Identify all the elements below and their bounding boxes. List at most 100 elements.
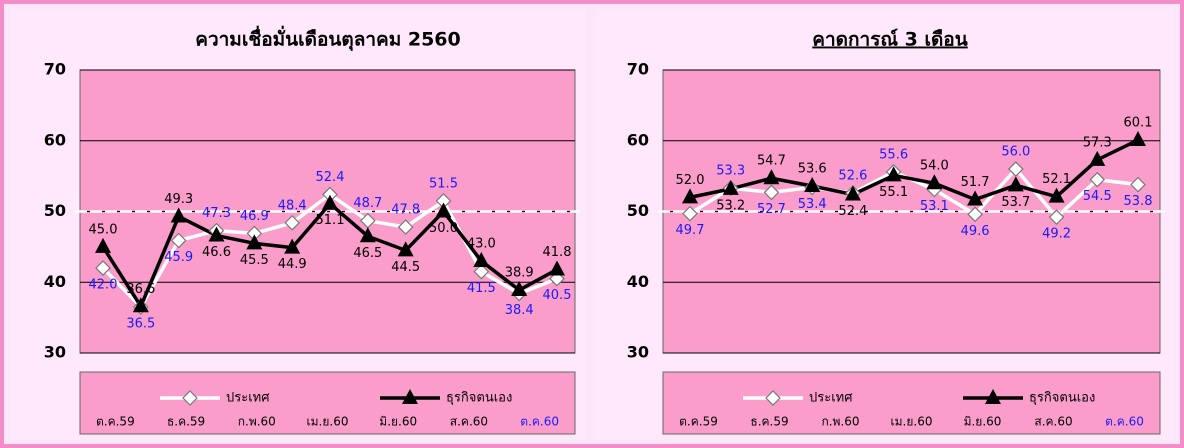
x-tick-label: ธ.ค.59 bbox=[167, 415, 205, 429]
marker bbox=[1007, 176, 1024, 192]
data-label: 54.7 bbox=[757, 154, 786, 169]
data-label: 56.0 bbox=[1001, 145, 1030, 160]
data-label: 53.8 bbox=[1124, 194, 1153, 209]
marker bbox=[682, 205, 698, 222]
y-tick-label: 30 bbox=[44, 343, 66, 362]
marker bbox=[170, 207, 187, 223]
marker bbox=[397, 219, 414, 235]
x-tick-label: ส.ค.60 bbox=[450, 415, 488, 429]
data-label: 52.6 bbox=[838, 169, 867, 184]
legend-label: ประเทศ bbox=[809, 391, 853, 406]
data-label: 53.6 bbox=[798, 162, 827, 177]
data-label: 40.5 bbox=[543, 288, 572, 303]
data-label: 43.0 bbox=[467, 237, 496, 252]
x-tick-label: มิ.ย.60 bbox=[964, 415, 1002, 429]
series-line bbox=[689, 138, 1139, 202]
legend-marker bbox=[985, 389, 1001, 404]
data-label: 46.5 bbox=[353, 246, 382, 261]
x-tick-label: เม.ย.60 bbox=[891, 415, 933, 429]
data-label: 52.4 bbox=[838, 204, 867, 219]
data-label: 52.1 bbox=[1042, 172, 1071, 187]
data-label: 38.4 bbox=[505, 303, 534, 318]
data-label: 53.2 bbox=[716, 198, 745, 213]
data-label: 49.7 bbox=[676, 223, 705, 238]
y-tick-label: 50 bbox=[627, 201, 649, 220]
data-label: 49.2 bbox=[1042, 227, 1071, 242]
y-tick-label: 70 bbox=[627, 60, 649, 79]
marker bbox=[284, 238, 301, 254]
marker bbox=[208, 226, 225, 242]
marker bbox=[1007, 161, 1024, 177]
data-label: 48.7 bbox=[353, 196, 382, 211]
data-label: 54.5 bbox=[1083, 189, 1112, 204]
marker bbox=[284, 214, 301, 231]
data-label: 45.0 bbox=[89, 222, 118, 237]
y-tick-label: 70 bbox=[44, 60, 66, 79]
marker bbox=[95, 237, 111, 253]
data-label: 51.1 bbox=[316, 213, 345, 228]
legend-marker bbox=[402, 389, 418, 404]
marker bbox=[359, 227, 376, 243]
legend-label: ธุรกิจตนเอง bbox=[1029, 391, 1095, 406]
marker bbox=[473, 263, 490, 280]
marker bbox=[95, 260, 111, 276]
data-label: 54.0 bbox=[920, 159, 949, 174]
data-label: 57.3 bbox=[1083, 135, 1112, 150]
marker bbox=[473, 252, 490, 268]
marker bbox=[549, 270, 565, 287]
marker bbox=[885, 166, 902, 182]
marker bbox=[435, 202, 452, 218]
data-label: 38.9 bbox=[505, 266, 534, 281]
y-tick-label: 60 bbox=[44, 130, 66, 149]
y-tick-label: 40 bbox=[44, 272, 66, 291]
data-label: 48.4 bbox=[278, 198, 307, 213]
marker bbox=[926, 174, 943, 190]
marker bbox=[511, 281, 528, 297]
marker bbox=[246, 234, 263, 250]
data-label: 36.6 bbox=[126, 282, 155, 297]
data-label: 53.4 bbox=[798, 197, 827, 212]
data-label: 45.9 bbox=[164, 250, 193, 265]
marker bbox=[967, 190, 984, 206]
data-label: 41.5 bbox=[467, 281, 496, 296]
chart-title: คาดการณ์ 3 เดือน bbox=[812, 29, 967, 51]
marker bbox=[763, 184, 780, 201]
legend-marker bbox=[765, 390, 781, 406]
legend-marker bbox=[182, 390, 198, 406]
data-label: 52.0 bbox=[676, 173, 705, 188]
marker bbox=[967, 206, 983, 223]
y-tick-label: 60 bbox=[627, 130, 649, 149]
marker bbox=[804, 177, 821, 193]
x-tick-label: ส.ค.60 bbox=[1034, 415, 1072, 429]
data-label: 46.6 bbox=[202, 245, 231, 260]
data-label: 51.7 bbox=[961, 175, 990, 190]
x-tick-label: มิ.ย.60 bbox=[379, 415, 417, 429]
marker bbox=[1048, 209, 1065, 226]
data-label: 47.3 bbox=[202, 206, 231, 221]
data-label: 55.6 bbox=[879, 147, 908, 162]
data-label: 45.5 bbox=[240, 253, 269, 268]
data-label: 53.3 bbox=[716, 164, 745, 179]
marker bbox=[763, 169, 780, 185]
data-label: 44.9 bbox=[278, 257, 307, 272]
data-label: 44.5 bbox=[391, 260, 420, 275]
x-tick-label: ต.ค.59 bbox=[679, 415, 718, 429]
data-label: 50.0 bbox=[429, 221, 458, 236]
marker bbox=[397, 241, 414, 257]
x-tick-label: ต.ค.60 bbox=[520, 415, 559, 429]
marker bbox=[844, 185, 861, 201]
data-label: 49.6 bbox=[961, 224, 990, 239]
marker bbox=[682, 188, 698, 204]
legend-label: ธุรกิจตนเอง bbox=[446, 391, 512, 406]
legend-box bbox=[79, 371, 576, 435]
x-tick-label: ธ.ค.59 bbox=[750, 415, 788, 429]
chart-title: ความเชื่อมั่นเดือนตุลาคม 2560 bbox=[195, 26, 461, 52]
legend-label: ประเทศ bbox=[226, 391, 270, 406]
marker bbox=[549, 260, 565, 276]
data-label: 60.1 bbox=[1124, 116, 1153, 131]
x-tick-label: เม.ย.60 bbox=[307, 415, 349, 429]
y-tick-label: 50 bbox=[44, 201, 66, 220]
x-tick-label: ก.พ.60 bbox=[238, 415, 276, 429]
data-label: 52.7 bbox=[757, 202, 786, 217]
